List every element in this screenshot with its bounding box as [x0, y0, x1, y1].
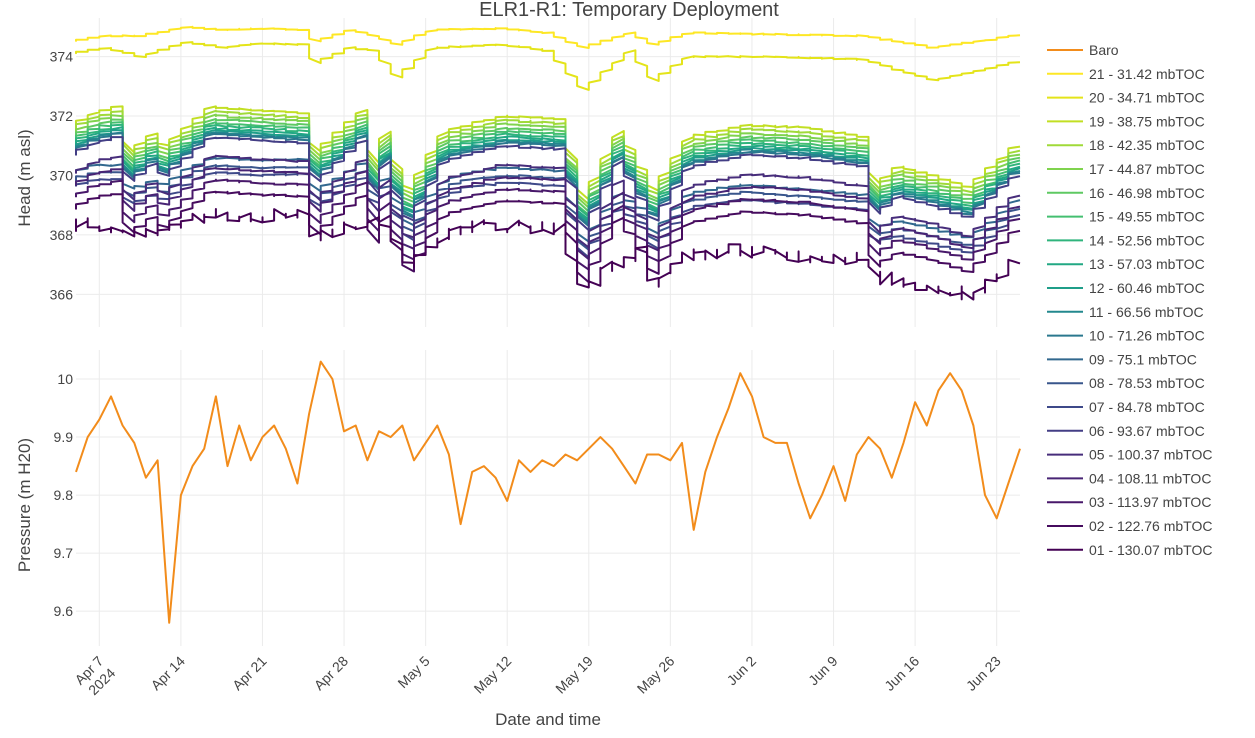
legend-item-label: 19 - 38.75 mbTOC: [1089, 113, 1205, 129]
series-layer: [75, 25, 1021, 624]
y-tick-label: 10: [57, 371, 73, 387]
series-line-baro: [75, 360, 1021, 624]
x-axis-title: Date and time: [495, 710, 601, 729]
legend-item-label: 11 - 66.56 mbTOC: [1089, 304, 1204, 320]
series-line-19: [75, 105, 1021, 201]
legend-item-label: 02 - 122.76 mbTOC: [1089, 518, 1212, 534]
x-tick-label: May 19: [552, 653, 596, 697]
series-line-20: [75, 41, 1021, 91]
x-tick-label: Jun 2: [724, 653, 760, 689]
series-line-02: [75, 190, 1021, 284]
legend-item-label: 14 - 52.56 mbTOC: [1089, 232, 1205, 248]
y-tick-label: 366: [50, 286, 74, 302]
series-line-18: [75, 109, 1021, 206]
series-line-04: [75, 166, 1021, 261]
y-tick-label: 374: [50, 49, 74, 65]
series-line-07: [75, 171, 1021, 259]
x-tick-label: May 12: [471, 653, 515, 697]
legend-item-label: 09 - 75.1 mbTOC: [1089, 351, 1197, 367]
series-line-14: [75, 123, 1021, 218]
y-tick-label: 372: [50, 108, 74, 124]
y-tick-label: 9.6: [54, 603, 74, 619]
legend-item-label: 13 - 57.03 mbTOC: [1089, 256, 1205, 272]
x-tick-label: May 26: [634, 653, 678, 697]
y-tick-label: 9.7: [54, 545, 74, 561]
y-axis-title-baro: Pressure (m H20): [15, 438, 34, 572]
series-line-16: [75, 118, 1021, 213]
x-tick-label: Apr 21: [229, 653, 270, 694]
x-tick-label: Jun 23: [963, 653, 1004, 694]
legend: Baro 21 - 31.42 mbTOC 20 - 34.71 mbTOC 19 -…: [1047, 42, 1212, 558]
series-line-17: [75, 113, 1021, 209]
legend-item-label: 03 - 113.97 mbTOC: [1089, 494, 1211, 510]
series-line-10: [75, 132, 1021, 228]
series-line-06: [75, 136, 1021, 232]
legend-item-label: 10 - 71.26 mbTOC: [1089, 328, 1205, 344]
x-tick-label: May 5: [394, 653, 432, 691]
legend-item-label: 06 - 93.67 mbTOC: [1089, 423, 1205, 439]
x-tick-label: Apr 14: [148, 653, 189, 694]
legend-item-label: 08 - 78.53 mbTOC: [1089, 375, 1205, 391]
y-tick-label: 368: [50, 227, 74, 243]
legend-item-label: Baro: [1089, 42, 1119, 58]
series-line-01: [75, 208, 1021, 301]
series-line-15: [75, 121, 1021, 216]
legend-item-label: 12 - 60.46 mbTOC: [1089, 280, 1205, 296]
legend-item-label: 20 - 34.71 mbTOC: [1089, 90, 1205, 106]
chart-title: ELR1-R1: Temporary Deployment: [479, 0, 779, 21]
legend-item-label: 21 - 31.42 mbTOC: [1089, 66, 1205, 82]
y-tick-label: 370: [50, 167, 74, 183]
legend-item-label: 16 - 46.98 mbTOC: [1089, 185, 1205, 201]
x-tick-label: Jun 16: [881, 653, 922, 694]
series-line-03: [75, 178, 1021, 271]
legend-item-label: 05 - 100.37 mbTOC: [1089, 447, 1212, 463]
legend-item-label: 17 - 44.87 mbTOC: [1089, 161, 1205, 177]
y-axis-title-head: Head (m asl): [15, 129, 34, 226]
legend-item-label: 01 - 130.07 mbTOC: [1089, 542, 1212, 558]
series-line-21: [75, 25, 1021, 49]
legend-item-label: 07 - 84.78 mbTOC: [1089, 399, 1205, 415]
legend-item-label: 15 - 49.55 mbTOC: [1089, 209, 1205, 225]
legend-item-label: 04 - 108.11 mbTOC: [1089, 470, 1211, 486]
y-tick-label: 9.9: [54, 429, 74, 445]
x-tick-label: Apr 28: [311, 653, 352, 694]
series-line-05: [75, 154, 1021, 249]
y-tick-label: 9.8: [54, 487, 74, 503]
legend-item-label: 18 - 42.35 mbTOC: [1089, 137, 1205, 153]
x-tick-label: Jun 9: [805, 653, 841, 689]
